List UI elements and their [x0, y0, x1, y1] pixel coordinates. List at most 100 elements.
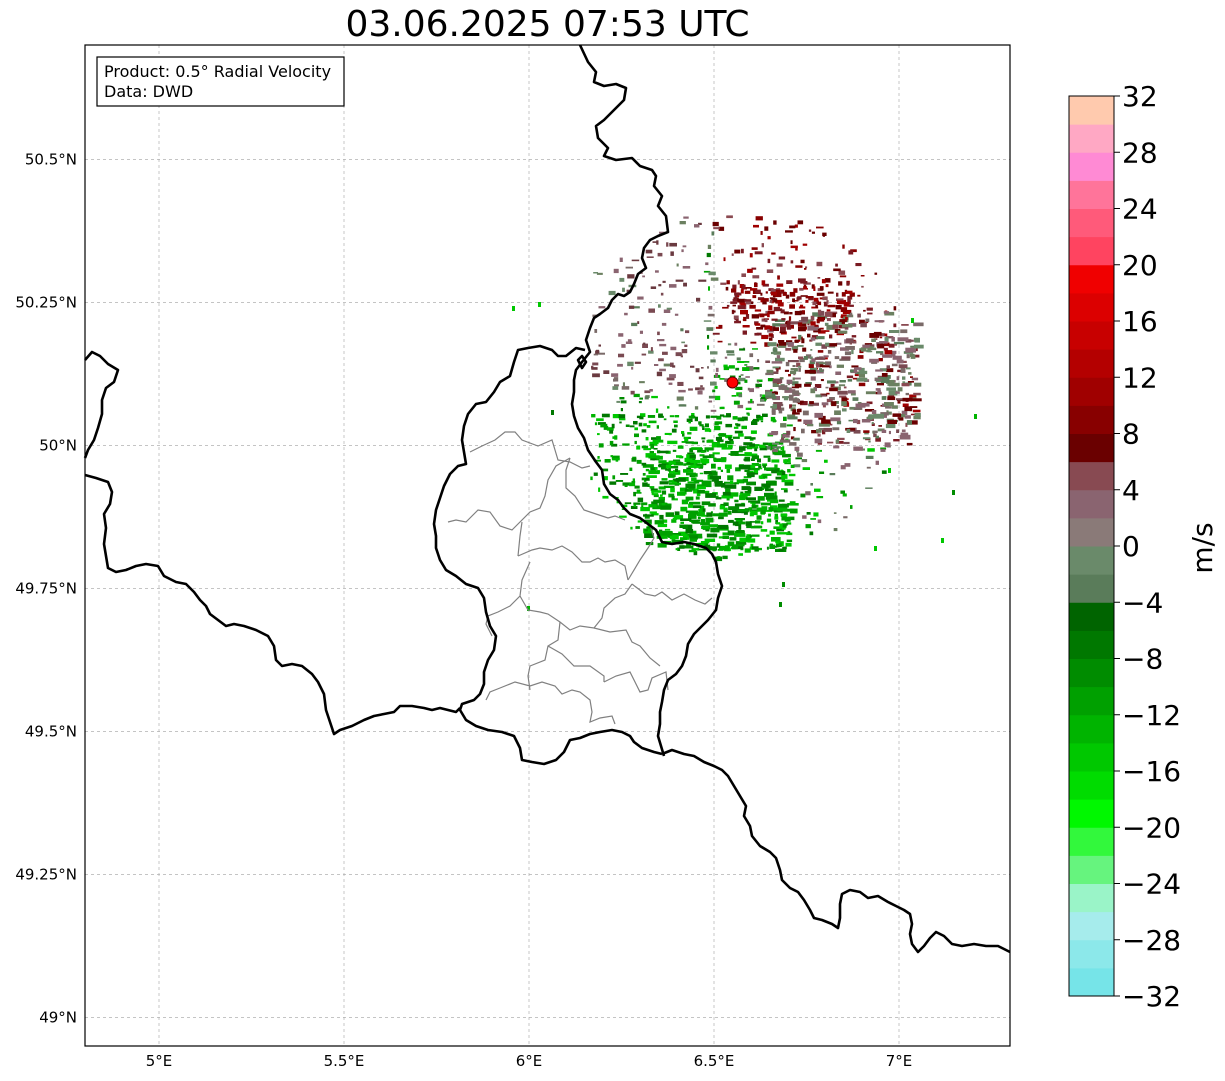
radar-echo-pixel [622, 287, 625, 292]
radar-echo-pixel [807, 325, 818, 331]
radar-echo-pixel [802, 467, 810, 470]
radar-echo-pixel [868, 414, 874, 419]
radar-echo-pixel [632, 456, 637, 459]
colorbar-swatch [1069, 855, 1114, 884]
radar-echo-pixel [684, 490, 687, 495]
radar-echo-pixel [601, 468, 609, 472]
colorbar-swatch [1069, 264, 1114, 294]
radar-echo-pixel [641, 429, 647, 433]
radar-echo-pixel [746, 525, 752, 529]
radar-echo-pixel [840, 465, 846, 470]
radar-echo-pixel [842, 311, 850, 314]
radar-echo-pixel [857, 355, 864, 359]
radar-echo-pixel [788, 374, 791, 377]
radar-echo-pixel [671, 495, 675, 500]
radar-echo-pixel [674, 313, 679, 316]
radar-echo-pixel [722, 491, 731, 496]
radar-echo-pixel [657, 252, 663, 257]
radar-echo-pixel [693, 480, 700, 484]
colorbar-swatch [1069, 152, 1114, 181]
radar-echo-pixel [793, 464, 801, 468]
radar-echo-pixel [621, 386, 630, 390]
radar-echo-pixel [723, 364, 728, 368]
radar-echo-pixel [700, 519, 705, 524]
radar-echo-pixel [695, 387, 702, 391]
colorbar-swatch [1069, 349, 1114, 378]
radar-echo-pixel [770, 288, 779, 294]
radar-echo-pixel [850, 369, 858, 374]
lat-tick-label: 50.5°N [25, 150, 77, 168]
radar-echo-pixel [850, 392, 856, 396]
radar-echo-pixel [770, 389, 773, 392]
colorbar-tick-label: −32 [1122, 980, 1181, 1013]
radar-echo-pixel [813, 512, 819, 517]
radar-echo-pixel [591, 414, 596, 418]
radar-echo-pixel [640, 413, 646, 417]
radar-echo-pixel [681, 349, 688, 354]
radar-echo-pixel [786, 379, 793, 384]
radar-echo-pixel [646, 526, 651, 529]
radar-echo-pixel [910, 354, 916, 359]
radar-echo-pixel [866, 307, 873, 311]
radar-echo-pixel [800, 295, 808, 297]
radar-echo-pixel [619, 515, 627, 518]
radar-echo-pixel [798, 306, 806, 309]
radar-echo-pixel [778, 548, 784, 552]
radar-echo-pixel [804, 268, 807, 270]
radar-echo-pixel [796, 362, 801, 368]
radar-echo-pixel [644, 515, 650, 519]
radar-echo-pixel [708, 503, 716, 507]
radar-echo-pixel [841, 397, 848, 402]
radar-echo-pixel [865, 391, 876, 395]
radar-echo-pixel [655, 439, 664, 443]
radar-echo-pixel [734, 430, 743, 434]
radar-echo-pixel [718, 512, 728, 517]
radar-echo-pixel [710, 359, 716, 363]
radar-echo-pixel [773, 526, 781, 529]
radar-echo-pixel [691, 447, 703, 450]
radar-echo-pixel [847, 295, 850, 301]
radar-echo-pixel [688, 510, 699, 515]
radar-echo-pixel [698, 509, 705, 514]
radar-echo-pixel [753, 470, 759, 473]
radar-echo-pixel [765, 372, 774, 376]
radar-echo-pixel [698, 421, 702, 425]
radar-echo-pixel [756, 414, 761, 419]
radar-echo-pixel [701, 387, 705, 390]
radar-echo-pixel [810, 518, 816, 520]
radar-echo-pixel [764, 318, 768, 323]
radar-echo-pixel [728, 519, 734, 523]
radar-echo-pixel [771, 298, 778, 303]
radar-echo-pixel [670, 488, 675, 493]
radar-echo-pixel [801, 459, 808, 463]
radar-echo-pixel [810, 321, 816, 326]
radar-echo-pixel [631, 480, 636, 483]
colorbar-tick-label: 4 [1122, 474, 1140, 507]
radar-echo-pixel [747, 487, 752, 492]
radar-echo-pixel [837, 437, 845, 440]
radar-echo-pixel [750, 398, 753, 403]
radar-echo-pixel [798, 356, 804, 360]
radar-echo-pixel [667, 468, 671, 472]
radar-echo-pixel [591, 367, 598, 370]
colorbar-tick-label: −16 [1122, 755, 1181, 788]
radar-echo-pixel [734, 295, 738, 300]
radar-echo-pixel [706, 327, 714, 331]
radar-echo-pixel [786, 424, 793, 427]
radar-echo-pixel [787, 531, 791, 534]
radar-echo-pixel [888, 343, 895, 348]
colorbar-swatch [1069, 546, 1114, 575]
radar-echo-pixel [764, 325, 771, 330]
colorbar-tick-label: 12 [1122, 361, 1158, 394]
radar-echo-pixel [612, 414, 621, 419]
radar-echo-pixel [771, 469, 780, 474]
canton-boundary [631, 583, 713, 605]
radar-echo-pixel [872, 430, 878, 433]
radar-echo-pixel [842, 244, 845, 249]
radar-echo-pixel [724, 481, 731, 484]
radar-echo-pixel [665, 469, 669, 471]
radar-echo-pixel [719, 414, 725, 417]
radar-echo-pixel [814, 412, 823, 418]
radar-echo-pixel [661, 490, 667, 495]
colorbar-tick-label: 8 [1122, 418, 1140, 451]
